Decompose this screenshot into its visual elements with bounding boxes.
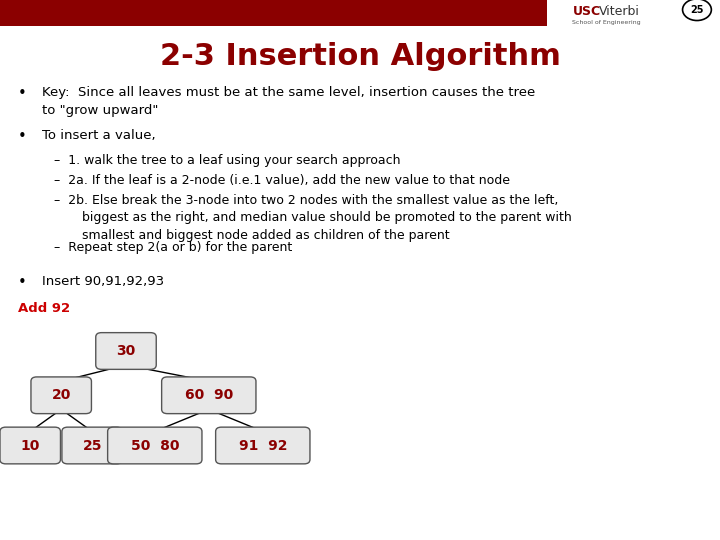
Circle shape <box>683 0 711 21</box>
Text: 50  80: 50 80 <box>130 438 179 453</box>
Text: –  1. walk the tree to a leaf using your search approach: – 1. walk the tree to a leaf using your … <box>54 154 400 167</box>
Text: 60  90: 60 90 <box>184 388 233 402</box>
Text: •: • <box>18 275 27 291</box>
Bar <box>547 0 720 26</box>
Text: 25: 25 <box>690 5 703 15</box>
FancyBboxPatch shape <box>31 377 91 414</box>
FancyBboxPatch shape <box>216 427 310 464</box>
Text: Insert 90,91,92,93: Insert 90,91,92,93 <box>42 275 164 288</box>
Text: School of Engineering: School of Engineering <box>572 19 641 25</box>
Text: 10: 10 <box>21 438 40 453</box>
Text: To insert a value,: To insert a value, <box>42 129 156 141</box>
Text: Viterbi: Viterbi <box>599 5 640 18</box>
FancyBboxPatch shape <box>62 427 122 464</box>
FancyBboxPatch shape <box>96 333 156 369</box>
Text: USC: USC <box>572 5 600 18</box>
Bar <box>0 0 547 26</box>
FancyBboxPatch shape <box>161 377 256 414</box>
Text: 30: 30 <box>117 344 135 358</box>
Text: •: • <box>18 129 27 144</box>
FancyBboxPatch shape <box>108 427 202 464</box>
Text: 91  92: 91 92 <box>238 438 287 453</box>
Text: 25: 25 <box>82 438 102 453</box>
Text: Add 92: Add 92 <box>18 302 70 315</box>
Text: –  2a. If the leaf is a 2-node (i.e.1 value), add the new value to that node: – 2a. If the leaf is a 2-node (i.e.1 val… <box>54 174 510 187</box>
Text: 20: 20 <box>52 388 71 402</box>
Text: Key:  Since all leaves must be at the same level, insertion causes the tree
to ": Key: Since all leaves must be at the sam… <box>42 86 535 117</box>
Text: 2-3 Insertion Algorithm: 2-3 Insertion Algorithm <box>160 42 560 71</box>
Text: –  2b. Else break the 3-node into two 2 nodes with the smallest value as the lef: – 2b. Else break the 3-node into two 2 n… <box>54 194 572 242</box>
Text: •: • <box>18 86 27 102</box>
Text: –  Repeat step 2(a or b) for the parent: – Repeat step 2(a or b) for the parent <box>54 241 292 254</box>
FancyBboxPatch shape <box>0 427 60 464</box>
